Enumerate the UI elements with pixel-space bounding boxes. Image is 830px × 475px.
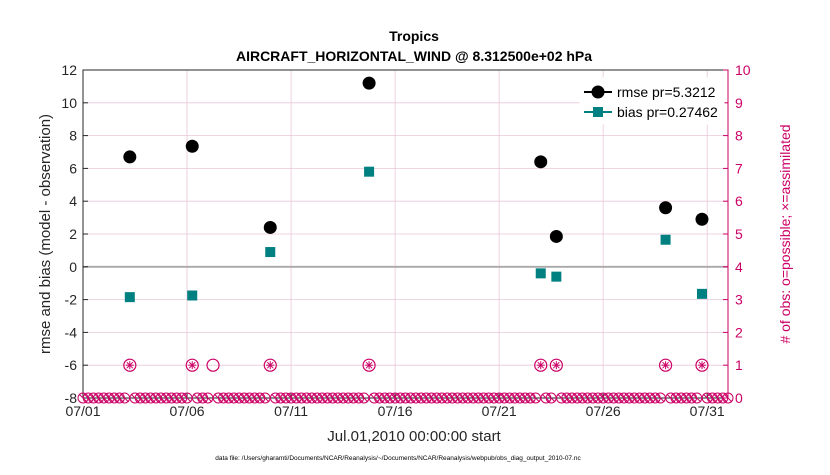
obs-possible-marker (123, 358, 137, 372)
obs-possible-marker (534, 358, 548, 372)
obs-zero-assimilated-marker (531, 393, 540, 403)
legend-rmse-marker (591, 85, 605, 99)
obs-possible-marker (206, 358, 220, 372)
chart-subtitle: AIRCRAFT_HORIZONTAL_WIND @ 8.312500e+02 … (236, 48, 592, 64)
obs-assimilated-stroke (266, 361, 274, 369)
obs-possible-marker (263, 358, 277, 372)
y2-tick-label: 1 (735, 357, 743, 373)
rmse-point (695, 212, 709, 226)
y2-tick-label: 2 (735, 324, 743, 340)
x-tick-label: 07/11 (274, 403, 308, 419)
y-tick-label: -2 (65, 292, 78, 308)
obs-assimilated-stroke (698, 361, 706, 369)
ticks: 07/01 07/06 07/11 07/16 07/21 07/26 07/31 -8 -6 -… (61, 62, 750, 419)
y-tick-label: -8 (65, 390, 78, 406)
y2-tick-label: 10 (735, 62, 751, 78)
legend-box (579, 77, 725, 125)
y-tick-label: -4 (65, 324, 78, 340)
legend-bias-label: bias pr=0.27462 (617, 104, 718, 120)
y-tick-label: 12 (61, 62, 77, 78)
y2-tick-label: 3 (735, 292, 743, 308)
rmse-point (123, 150, 137, 164)
y-tick-label: 10 (61, 95, 77, 111)
obs-assimilated-marker (188, 361, 197, 370)
y2-tick-label: 0 (735, 390, 743, 406)
rmse-point (659, 201, 673, 215)
obs-assimilated-marker (552, 361, 561, 370)
legend-rmse-label: rmse pr=5.3212 (617, 84, 716, 100)
rmse-point (263, 220, 277, 234)
y-tick-label: -6 (65, 357, 78, 373)
y-tick-label: 2 (69, 226, 77, 242)
x-tick-label: 07/06 (170, 403, 205, 419)
x-tick-label: 07/26 (586, 403, 621, 419)
obs-assimilated-marker (266, 361, 275, 370)
bias-point (535, 268, 546, 279)
obs-assimilated-marker (536, 361, 545, 370)
obs-assimilated-stroke (188, 361, 196, 369)
y-tick-label: 6 (69, 160, 77, 176)
obs-possible-marker (658, 358, 673, 372)
y2-tick-label: 9 (735, 95, 743, 111)
obs-assimilated-stroke (552, 361, 560, 369)
obs-count-markers (77, 358, 734, 404)
obs-assimilated-marker (697, 361, 706, 370)
rmse-point (549, 229, 563, 243)
obs-assimilated-stroke (537, 361, 545, 369)
obs-assimilated-stroke (126, 361, 134, 369)
obs-zero-assimilated-marker (120, 393, 129, 403)
y-tick-label: 8 (69, 128, 77, 144)
rmse-point (362, 76, 376, 90)
bias-point (551, 271, 562, 282)
rmse-point (534, 155, 548, 169)
x-axis-label: Jul.01,2010 00:00:00 start (327, 428, 501, 445)
bias-point (265, 247, 276, 258)
obs-possible-marker (695, 358, 709, 372)
y2-tick-label: 7 (735, 160, 743, 176)
obs-zero-possible-marker (722, 392, 734, 404)
obs-zero-assimilated-marker (182, 393, 192, 403)
x-tick-label: 07/16 (378, 403, 413, 419)
obs-possible-marker (549, 358, 563, 372)
obs-zero-assimilated-marker (723, 393, 733, 403)
obs-assimilated-marker (125, 361, 134, 370)
obs-assimilated-marker (661, 361, 670, 370)
data-file-footnote: data file: /Users/gharamti/Documents/NCA… (215, 455, 581, 462)
obs-assimilated-marker (365, 361, 374, 370)
obs-zero-assimilated-marker (359, 393, 369, 403)
chart-title: Tropics (389, 28, 439, 44)
series (123, 76, 709, 303)
y2-tick-label: 4 (735, 259, 743, 275)
obs-zero-assimilated-marker (692, 393, 702, 403)
legend: rmse pr=5.3212 bias pr=0.27462 (579, 77, 725, 125)
x-tick-label: 07/21 (482, 403, 517, 419)
y-tick-label: 0 (69, 259, 77, 275)
obs-zero-assimilated-marker (546, 393, 556, 403)
y2-tick-label: 5 (735, 226, 743, 242)
obs-assimilated-stroke (365, 361, 373, 369)
y2-axis-label: # of obs: o=possible; ×=assimilated (777, 124, 793, 343)
obs-possible-marker (185, 358, 199, 372)
legend-bias-marker (593, 107, 603, 117)
y-tick-label: 4 (69, 193, 77, 209)
y-axis-label: rmse and bias (model - observation) (37, 114, 54, 354)
obs-zero-assimilated-marker (203, 393, 213, 403)
x-tick-label: 07/31 (690, 403, 725, 419)
bias-point (124, 292, 135, 303)
obs-assimilated-stroke (662, 361, 669, 369)
rmse-point (185, 139, 199, 153)
obs-possible-marker (362, 358, 376, 372)
obs-zero-assimilated-marker (260, 393, 270, 403)
bias-point (364, 166, 375, 177)
bias-point (187, 290, 198, 301)
y2-tick-label: 8 (735, 128, 743, 144)
x-tick-label: 07/01 (65, 403, 100, 419)
y2-tick-label: 6 (735, 193, 743, 209)
bias-point (696, 288, 707, 299)
bias-point (660, 234, 671, 245)
obs-zero-assimilated-marker (656, 393, 665, 403)
